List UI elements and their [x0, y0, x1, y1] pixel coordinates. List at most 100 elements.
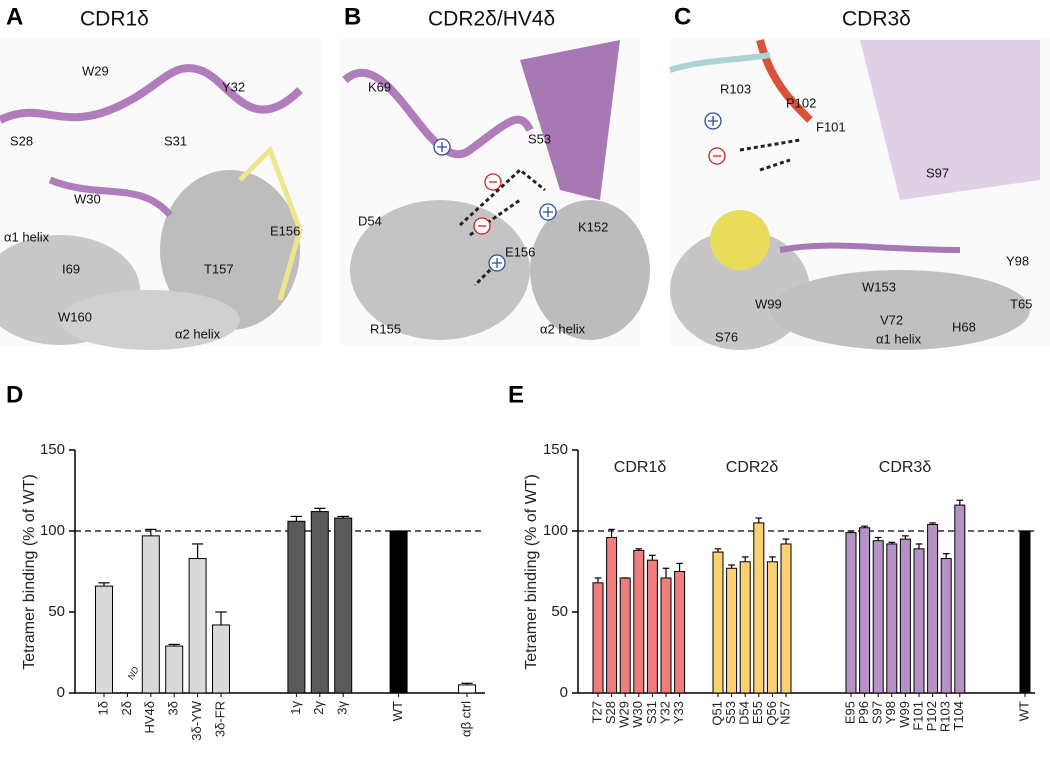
- y-axis-label: Tetramer binding (% of WT): [523, 474, 540, 670]
- bar: [141, 535, 160, 694]
- bar: [927, 524, 939, 694]
- x-tick-label: S97: [870, 701, 885, 724]
- label: α2 helix: [175, 326, 221, 341]
- bar: [954, 504, 966, 694]
- label: D54: [358, 213, 382, 228]
- label: K152: [578, 219, 608, 234]
- bar: [845, 532, 857, 694]
- panel-title: CDR1δ: [80, 8, 149, 31]
- x-tick-label: R103: [938, 701, 953, 732]
- x-tick-label: 1γ: [288, 701, 303, 715]
- label: W99: [755, 296, 782, 311]
- bar: [633, 549, 645, 694]
- bar: [899, 538, 911, 694]
- bar: [592, 582, 604, 694]
- bar: [334, 517, 353, 694]
- bar: [753, 522, 765, 694]
- label: W153: [862, 279, 896, 294]
- panel-letter: A: [6, 3, 23, 30]
- x-tick-label: P102: [924, 701, 939, 731]
- label: S97: [926, 165, 949, 180]
- bar: [95, 585, 113, 694]
- x-tick-label: E95: [842, 701, 857, 724]
- x-tick-label: 3δ-FR: [212, 701, 227, 737]
- label: α1 helix: [876, 331, 922, 346]
- y-tick-label: 100: [40, 522, 65, 539]
- bar: [310, 511, 329, 694]
- bar: [766, 561, 778, 694]
- bar: [872, 540, 884, 694]
- label: E156: [505, 244, 535, 259]
- bar: [1019, 530, 1031, 694]
- group-label: CDR1δ: [614, 459, 667, 476]
- label: H68: [952, 319, 976, 334]
- structure-art: [0, 38, 1050, 350]
- label: P102: [786, 95, 816, 110]
- x-tick-label: 3δ: [166, 701, 181, 715]
- x-tick-label: E55: [750, 701, 765, 724]
- x-tick-label: WT: [390, 701, 405, 721]
- panel-letter: B: [344, 3, 361, 30]
- x-tick-label: S53: [723, 701, 738, 724]
- bar: [780, 543, 792, 694]
- panel-title: CDR3δ: [842, 8, 911, 31]
- x-tick-label: F101: [910, 701, 925, 731]
- x-tick-label: 1δ: [95, 701, 110, 715]
- label: T157: [204, 261, 234, 276]
- bar: [287, 520, 306, 694]
- x-tick-label: αβ ctrl: [458, 701, 473, 737]
- bar: [712, 551, 724, 694]
- label: K69: [368, 79, 391, 94]
- panel-letter: C: [674, 3, 691, 30]
- bar: [940, 558, 952, 694]
- label: Y98: [1006, 253, 1029, 268]
- panel-letter: D: [6, 381, 23, 408]
- x-tick-label: S31: [644, 701, 659, 724]
- y-tick-label: 0: [560, 684, 568, 701]
- label: I69: [62, 261, 80, 276]
- bar: [913, 548, 925, 694]
- bar: [674, 571, 686, 694]
- x-tick-label: Y33: [671, 701, 686, 724]
- y-tick-label: 50: [551, 603, 568, 620]
- x-tick-label: 2γ: [311, 701, 326, 715]
- label: W160: [58, 309, 92, 324]
- label: T65: [1010, 296, 1032, 311]
- label: F101: [816, 119, 846, 134]
- x-tick-label: W29: [617, 701, 632, 728]
- label: α1 helix: [4, 229, 50, 244]
- x-tick-label: Y32: [657, 701, 672, 724]
- x-tick-label: N57: [777, 701, 792, 725]
- bar: [619, 577, 631, 694]
- x-tick-label: Y98: [883, 701, 898, 724]
- x-tick-label: Q51: [709, 701, 724, 726]
- x-tick-label: 3δ-YW: [189, 700, 204, 740]
- value-label: ND: [126, 664, 141, 681]
- label: R155: [370, 321, 401, 336]
- bar: [212, 624, 230, 694]
- x-tick-label: Q56: [764, 701, 779, 726]
- panel-letter: E: [508, 381, 524, 408]
- label: S76: [715, 329, 738, 344]
- x-tick-label: P96: [856, 701, 871, 724]
- bar: [660, 577, 672, 694]
- label: W29: [82, 63, 109, 78]
- y-axis-label: Tetramer binding (% of WT): [21, 474, 38, 670]
- bar: [165, 645, 184, 694]
- y-tick-label: 0: [57, 684, 65, 701]
- y-tick-label: 150: [543, 441, 568, 458]
- bar: [458, 684, 476, 694]
- bar: [726, 567, 738, 694]
- x-tick-label: D54: [737, 701, 752, 725]
- label: R103: [720, 81, 751, 96]
- group-label: CDR2δ: [726, 459, 779, 476]
- bar: [859, 527, 871, 694]
- label: W30: [74, 191, 101, 206]
- x-tick-label: W99: [897, 701, 912, 728]
- bar: [739, 561, 751, 694]
- x-tick-label: W30: [630, 701, 645, 728]
- label: S28: [10, 133, 33, 148]
- group-label: CDR3δ: [879, 459, 932, 476]
- x-tick-label: 3γ: [335, 701, 350, 715]
